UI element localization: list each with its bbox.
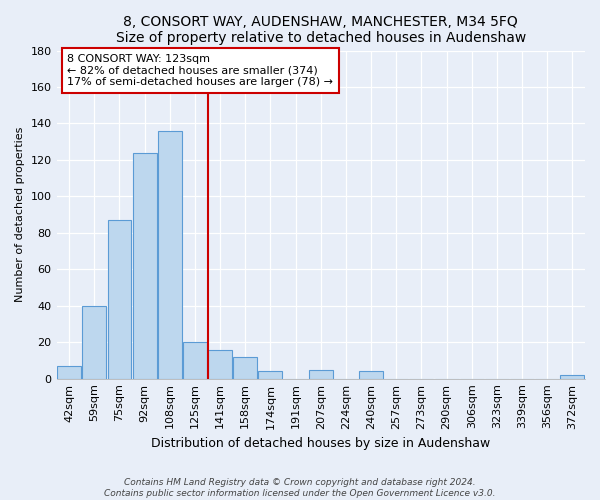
Bar bbox=[107, 220, 131, 378]
Bar bbox=[309, 370, 333, 378]
Text: Contains HM Land Registry data © Crown copyright and database right 2024.
Contai: Contains HM Land Registry data © Crown c… bbox=[104, 478, 496, 498]
Bar bbox=[259, 372, 283, 378]
Bar bbox=[82, 306, 106, 378]
Bar bbox=[133, 152, 157, 378]
Bar bbox=[233, 357, 257, 378]
Title: 8, CONSORT WAY, AUDENSHAW, MANCHESTER, M34 5FQ
Size of property relative to deta: 8, CONSORT WAY, AUDENSHAW, MANCHESTER, M… bbox=[116, 15, 526, 45]
Bar bbox=[359, 372, 383, 378]
Bar bbox=[183, 342, 207, 378]
Bar bbox=[57, 366, 81, 378]
Bar bbox=[208, 350, 232, 378]
Bar bbox=[560, 375, 584, 378]
Text: 8 CONSORT WAY: 123sqm
← 82% of detached houses are smaller (374)
17% of semi-det: 8 CONSORT WAY: 123sqm ← 82% of detached … bbox=[67, 54, 333, 87]
Bar bbox=[158, 130, 182, 378]
X-axis label: Distribution of detached houses by size in Audenshaw: Distribution of detached houses by size … bbox=[151, 437, 490, 450]
Y-axis label: Number of detached properties: Number of detached properties bbox=[15, 127, 25, 302]
